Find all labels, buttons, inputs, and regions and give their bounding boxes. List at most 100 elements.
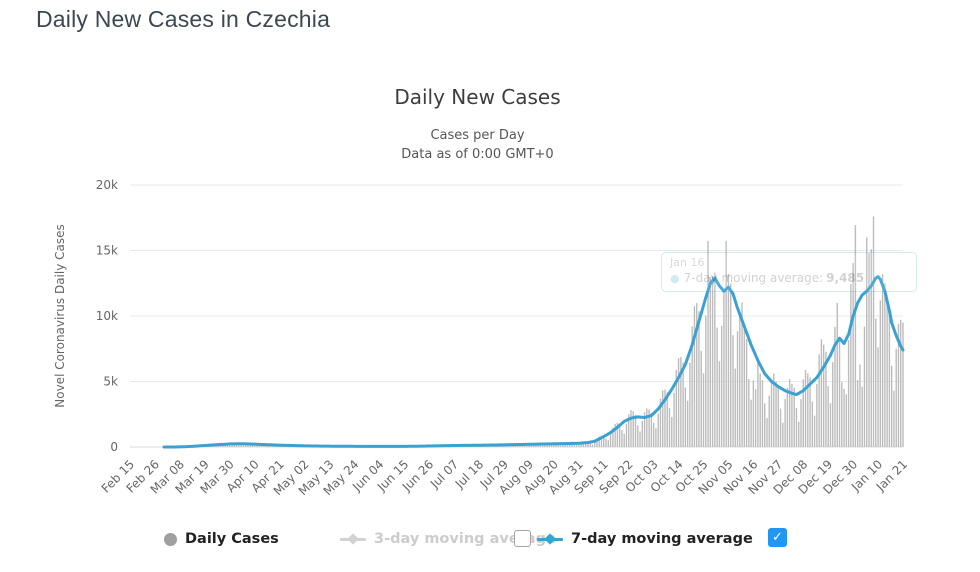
legend-item-7-day-moving-average[interactable]: 7-day moving average xyxy=(537,527,753,551)
daily-cases-bar xyxy=(598,436,600,447)
daily-cases-bar xyxy=(884,283,886,447)
x-axis-tick-label: Jul 29 xyxy=(477,457,511,491)
daily-cases-bar xyxy=(433,446,435,447)
daily-cases-bar xyxy=(539,443,541,447)
daily-cases-bar xyxy=(655,428,657,447)
daily-cases-bar xyxy=(403,446,405,447)
daily-cases-bar xyxy=(473,444,476,447)
daily-cases-bar xyxy=(662,390,664,447)
daily-cases-bar xyxy=(680,356,682,447)
daily-cases-bar xyxy=(560,445,562,447)
x-axis-tick-label: Dec 08 xyxy=(771,457,811,497)
seven-day-moving-average-line[interactable] xyxy=(162,275,905,449)
daily-cases-bar xyxy=(752,380,755,447)
daily-cases-bar xyxy=(775,381,777,447)
daily-cases-bar xyxy=(677,358,680,447)
x-axis-tick-label: Oct 25 xyxy=(673,457,711,495)
daily-cases-bar xyxy=(739,311,741,447)
daily-cases-bar xyxy=(360,446,362,447)
daily-cases-bar xyxy=(594,441,596,447)
daily-cases-bar xyxy=(387,446,390,447)
daily-cases-bar xyxy=(566,442,569,447)
daily-cases-bar xyxy=(233,442,235,447)
daily-cases-bar xyxy=(365,446,367,447)
daily-cases-bar xyxy=(648,409,650,447)
daily-cases-bar xyxy=(514,444,517,447)
daily-cases-bar xyxy=(310,445,313,447)
x-axis-tick-label: Nov 16 xyxy=(721,457,761,497)
daily-cases-bar xyxy=(340,446,342,447)
daily-cases-bar xyxy=(589,443,591,447)
x-axis-tick-label: Aug 09 xyxy=(496,457,536,497)
daily-cases-bar xyxy=(224,445,226,447)
daily-cases-bar xyxy=(893,390,895,447)
daily-cases-bar xyxy=(464,446,467,447)
daily-cases-bar xyxy=(496,445,498,447)
tooltip-row: 7-day moving average:9,485 xyxy=(670,271,908,285)
daily-cases-bar xyxy=(793,387,795,447)
daily-cases-bar xyxy=(351,446,353,447)
daily-cases-bar xyxy=(618,423,621,447)
daily-cases-bar xyxy=(816,383,818,447)
daily-cases-bar xyxy=(686,400,689,447)
daily-cases-bar xyxy=(732,335,734,447)
legend-item-3-day-moving-average[interactable]: 3-day moving average xyxy=(340,527,556,551)
daily-cases-bar xyxy=(861,386,863,447)
daily-cases-bar xyxy=(621,430,623,447)
x-axis-tick-label: May 02 xyxy=(271,457,312,498)
y-axis-tick-label: 5k xyxy=(103,375,118,389)
daily-cases-bar xyxy=(453,445,455,447)
daily-cases-bar xyxy=(582,441,585,447)
daily-cases-bar xyxy=(421,445,424,447)
daily-cases-bar xyxy=(460,445,462,447)
daily-cases-bar xyxy=(553,443,555,447)
daily-cases-bar xyxy=(260,444,263,447)
x-axis-tick-label: Apr 21 xyxy=(249,457,287,495)
daily-cases-bar xyxy=(784,399,786,447)
legend-item-daily-cases[interactable]: Daily Cases xyxy=(164,527,279,551)
y-axis-tick-label: 0 xyxy=(110,440,118,454)
x-axis-tick-label: Feb 26 xyxy=(124,457,162,495)
daily-cases-bar xyxy=(768,395,770,447)
daily-cases-bar xyxy=(541,444,544,447)
daily-cases-bar xyxy=(219,443,222,447)
x-axis-tick-label: Jun 26 xyxy=(399,457,436,494)
daily-cases-bar xyxy=(838,339,841,447)
daily-cases-bar xyxy=(850,283,852,447)
x-axis-tick-label: Nov 27 xyxy=(745,457,785,497)
daily-cases-bar xyxy=(426,445,428,447)
legend-checkbox-3-day[interactable] xyxy=(514,530,531,547)
daily-cases-bar xyxy=(788,379,791,447)
chart-title: Daily New Cases xyxy=(394,85,561,109)
daily-cases-bar xyxy=(263,444,265,447)
daily-cases-bar xyxy=(303,446,306,447)
daily-cases-bar xyxy=(435,445,437,447)
chart-subtitle-line2: Data as of 0:00 GMT+0 xyxy=(401,147,554,162)
daily-cases-bar xyxy=(875,318,877,447)
daily-cases-bar xyxy=(689,362,691,447)
daily-cases-bar xyxy=(519,443,521,447)
daily-cases-bar xyxy=(698,311,700,447)
daily-cases-bar xyxy=(666,392,668,447)
legend-label-daily-cases: Daily Cases xyxy=(185,531,279,547)
daily-cases-bar xyxy=(428,445,430,447)
daily-cases-bar xyxy=(696,303,698,447)
daily-cases-bar xyxy=(643,412,646,447)
daily-cases-bar xyxy=(736,331,739,447)
daily-cases-bar xyxy=(501,444,503,447)
daily-cases-bar xyxy=(700,350,702,447)
daily-cases-bar xyxy=(659,398,662,447)
daily-cases-bar xyxy=(614,424,616,447)
daily-cases-bar xyxy=(476,445,478,447)
daily-cases-bar xyxy=(389,446,392,447)
daily-cases-bar xyxy=(818,354,820,447)
daily-cases-bar xyxy=(412,446,415,447)
x-axis-tick-label: Aug 20 xyxy=(521,457,561,497)
daily-cases-bar xyxy=(371,446,374,447)
daily-cases-bar xyxy=(458,445,460,447)
daily-cases-bar xyxy=(448,446,451,447)
legend-checkbox-7-day[interactable] xyxy=(768,528,787,547)
daily-cases-bar xyxy=(897,323,900,447)
daily-cases-bar xyxy=(757,362,759,447)
daily-cases-bar xyxy=(249,443,251,447)
